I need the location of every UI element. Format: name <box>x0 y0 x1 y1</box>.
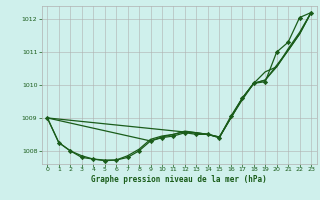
X-axis label: Graphe pression niveau de la mer (hPa): Graphe pression niveau de la mer (hPa) <box>91 175 267 184</box>
